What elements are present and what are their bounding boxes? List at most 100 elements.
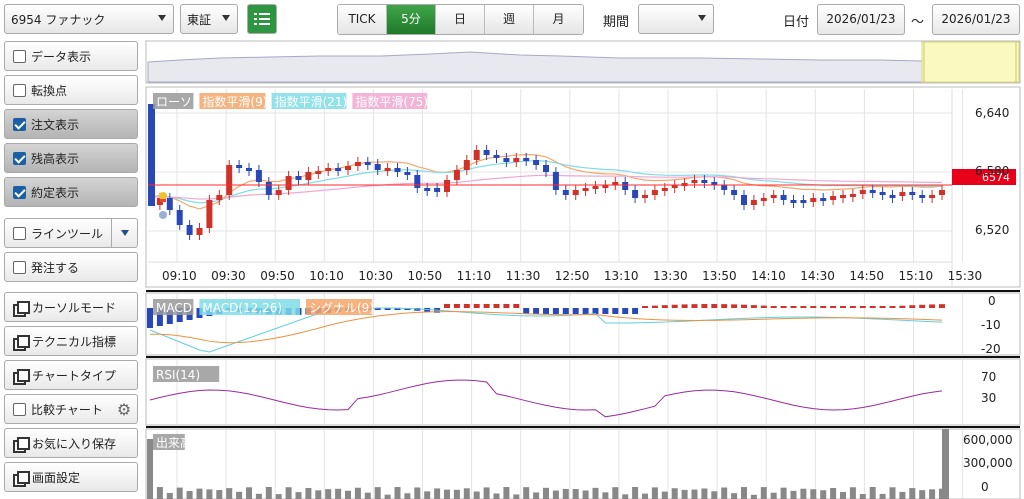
volume-bar bbox=[513, 494, 520, 499]
screen-settings-button[interactable]: 画面設定 bbox=[4, 462, 138, 492]
execution-display-toggle[interactable]: 約定表示 bbox=[4, 177, 138, 207]
candle bbox=[711, 182, 718, 185]
sidebar-item-label: 転換点 bbox=[31, 83, 68, 98]
toolbar: 6954 ファナック 東証 TICK 5分 日 週 月 期間 日付 2026/0… bbox=[0, 0, 1024, 40]
tab-day[interactable]: 日 bbox=[436, 5, 485, 34]
candle bbox=[404, 172, 411, 175]
list-button[interactable] bbox=[247, 4, 277, 34]
volume-bar bbox=[869, 487, 876, 499]
date-label: 日付 bbox=[783, 15, 810, 30]
volume-bar bbox=[533, 492, 540, 499]
technical-indicator-button[interactable]: テクニカル指標 bbox=[4, 326, 138, 356]
gear-icon[interactable]: ⚙ bbox=[116, 399, 132, 419]
volume-bar bbox=[909, 488, 916, 499]
candle bbox=[295, 176, 302, 180]
volume-bar bbox=[859, 494, 866, 499]
data-display-toggle[interactable]: データ表示 bbox=[4, 41, 138, 71]
legend-swatch bbox=[153, 93, 194, 109]
period-select[interactable] bbox=[638, 4, 714, 34]
macd-bar bbox=[721, 304, 728, 308]
y-tick: 6,520 bbox=[975, 223, 1009, 237]
rsi-panel[interactable] bbox=[145, 358, 1021, 426]
x-tick: 09:10 bbox=[162, 269, 197, 283]
volume-bar bbox=[750, 494, 757, 499]
volume-bar bbox=[156, 487, 163, 499]
market-select-value: 東証 bbox=[187, 12, 212, 27]
legend-swatch bbox=[306, 299, 373, 315]
macd-bar bbox=[760, 305, 767, 308]
period-label: 期間 bbox=[603, 15, 630, 30]
volume-bar bbox=[246, 487, 252, 499]
y-tick: 300,000 bbox=[963, 456, 1013, 470]
candle bbox=[899, 192, 906, 196]
tab-month[interactable]: 月 bbox=[534, 5, 583, 34]
volume-bar bbox=[335, 488, 342, 499]
macd-bar bbox=[919, 304, 926, 308]
line-tool-toggle[interactable]: ラインツール bbox=[4, 218, 138, 248]
candle bbox=[612, 182, 619, 185]
compare-chart-toggle[interactable]: 比較チャート ⚙ bbox=[4, 394, 138, 424]
macd-bar bbox=[681, 304, 688, 308]
chart-type-button[interactable]: チャートタイプ bbox=[4, 360, 138, 390]
volume-panel[interactable] bbox=[145, 428, 1021, 499]
volume-bar bbox=[424, 491, 431, 499]
volume-bar bbox=[206, 489, 213, 499]
save-favorite-button[interactable]: お気に入り保存 bbox=[4, 428, 138, 458]
volume-bar bbox=[830, 488, 837, 499]
place-order-toggle[interactable]: 発注する bbox=[4, 252, 138, 282]
volume-bar bbox=[671, 488, 678, 499]
sidebar-item-label: テクニカル指標 bbox=[32, 334, 117, 349]
volume-bar bbox=[770, 492, 777, 499]
volume-bar bbox=[523, 487, 530, 499]
candle bbox=[315, 171, 322, 174]
legend-label: 指数平滑(75) bbox=[355, 94, 428, 109]
macd-bar bbox=[384, 308, 391, 310]
candle bbox=[473, 150, 480, 160]
macd-bar bbox=[602, 308, 609, 314]
tab-5min[interactable]: 5分 bbox=[387, 5, 436, 34]
date-to-field[interactable]: 2026/01/23 bbox=[932, 4, 1020, 35]
candle bbox=[226, 165, 233, 195]
tab-week[interactable]: 週 bbox=[485, 5, 534, 34]
volume-bar bbox=[265, 487, 272, 499]
candle bbox=[483, 150, 490, 155]
macd-bar bbox=[889, 306, 896, 308]
order-display-toggle[interactable]: 注文表示 bbox=[4, 109, 138, 139]
candle bbox=[642, 195, 648, 198]
candle bbox=[364, 162, 371, 165]
tab-tick[interactable]: TICK bbox=[338, 5, 387, 34]
candle bbox=[602, 185, 609, 188]
volume-bar bbox=[592, 487, 599, 499]
turning-point-toggle[interactable]: 転換点 bbox=[4, 75, 138, 105]
sidebar-item-label: 約定表示 bbox=[31, 185, 80, 200]
volume-bar bbox=[711, 491, 718, 499]
balance-display-toggle[interactable]: 残高表示 bbox=[4, 143, 138, 173]
volume-y-axis: 600,000 300,000 0 bbox=[963, 433, 1013, 494]
candle bbox=[236, 165, 243, 168]
execution-markers bbox=[159, 192, 167, 219]
navigator[interactable] bbox=[145, 40, 1021, 84]
symbol-select[interactable]: 6954 ファナック bbox=[4, 4, 174, 34]
macd-bar bbox=[810, 306, 817, 308]
chevron-down-icon[interactable] bbox=[111, 219, 137, 247]
candle bbox=[216, 195, 223, 200]
candle bbox=[889, 195, 896, 198]
macd-bar bbox=[671, 304, 678, 308]
date-from-field[interactable]: 2026/01/23 bbox=[817, 4, 905, 35]
volume-bar bbox=[285, 487, 292, 499]
candle bbox=[206, 200, 213, 228]
cursor-mode-button[interactable]: カーソルモード bbox=[4, 292, 138, 322]
macd-bar bbox=[147, 308, 153, 328]
x-tick: 15:30 bbox=[948, 269, 983, 283]
x-tick: 13:50 bbox=[702, 269, 737, 283]
macd-bar bbox=[513, 304, 520, 308]
market-select[interactable]: 東証 bbox=[180, 4, 238, 34]
volume-bar bbox=[632, 487, 639, 499]
sidebar-item-label: 残高表示 bbox=[31, 151, 80, 166]
candle bbox=[444, 180, 450, 192]
macd-bar bbox=[939, 304, 945, 308]
navigator-range[interactable] bbox=[921, 41, 1020, 83]
window-icon bbox=[13, 334, 30, 351]
legend-label: ローソク bbox=[156, 95, 204, 109]
